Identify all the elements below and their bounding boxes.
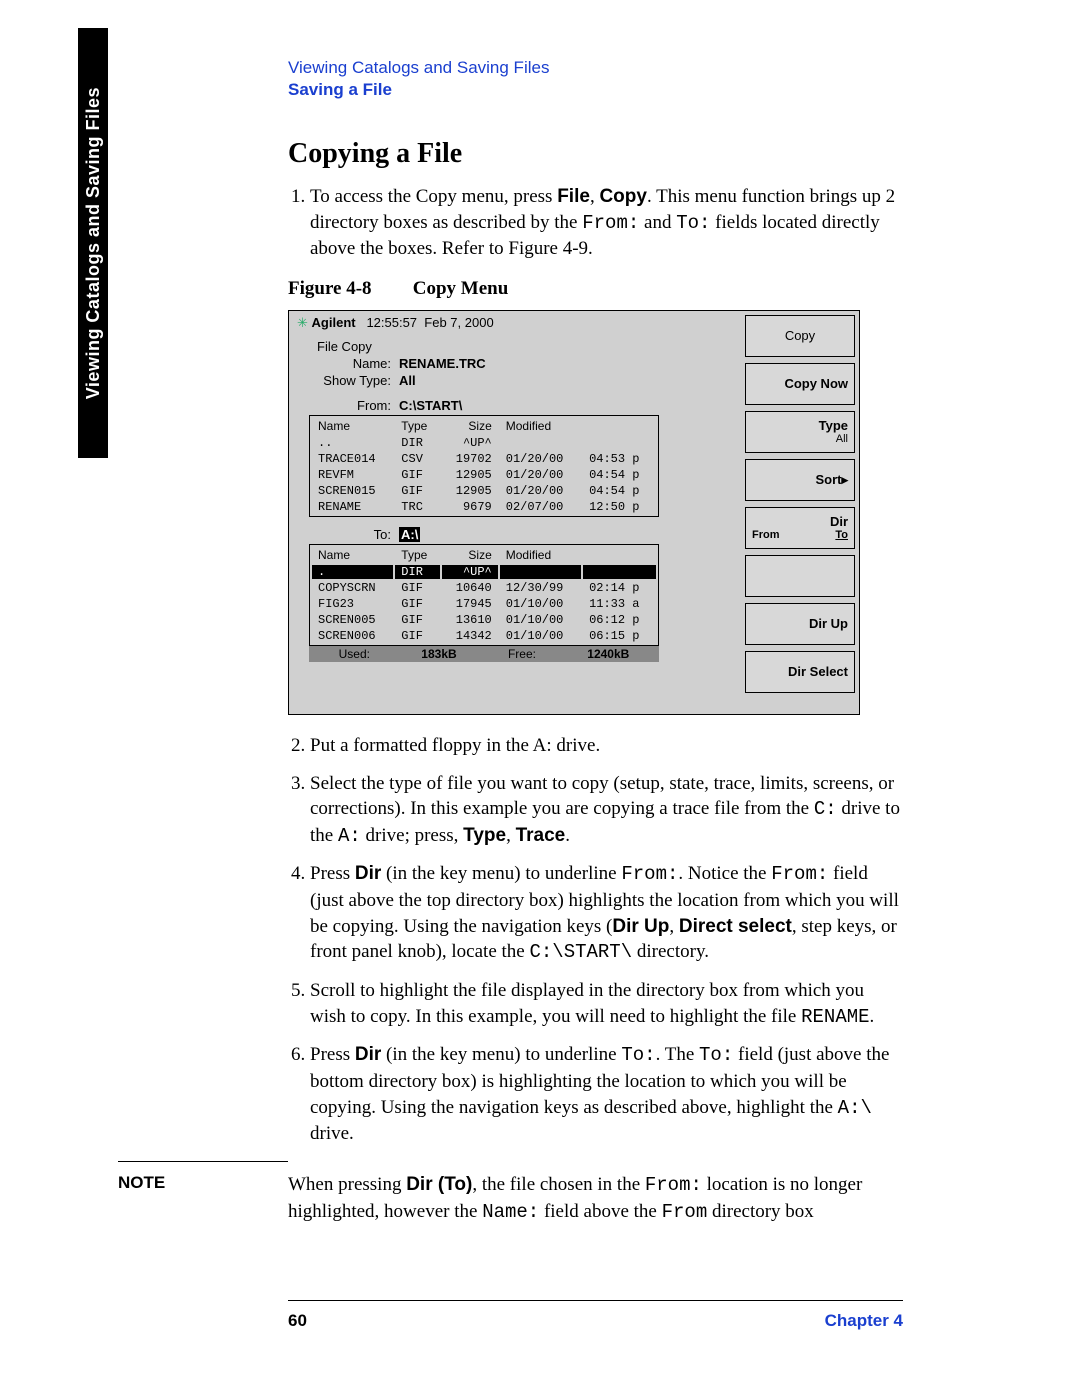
- note-rule: [118, 1161, 288, 1162]
- table-row[interactable]: COPYSCRNGIF1064012/30/9902:14 p: [312, 581, 656, 595]
- menu-title: Copy: [745, 315, 855, 357]
- dir-button[interactable]: DirFromTo: [745, 507, 855, 549]
- table-row[interactable]: ..DIR^UP^: [312, 436, 656, 450]
- table-row[interactable]: RENAMETRC967902/07/0012:50 p: [312, 500, 656, 514]
- note-label: NOTE: [118, 1172, 288, 1225]
- note-block: NOTE When pressing Dir (To), the file ch…: [118, 1172, 903, 1225]
- blank-button: [745, 555, 855, 597]
- table-row[interactable]: FIG23GIF1794501/10/0011:33 a: [312, 597, 656, 611]
- table-row[interactable]: SCREN006GIF1434201/10/0006:15 p: [312, 629, 656, 643]
- figure-number: Figure 4-8: [288, 278, 408, 300]
- dir-select-button[interactable]: Dir Select: [745, 651, 855, 693]
- figure-title: Copy Menu: [413, 278, 509, 299]
- step-3: Select the type of file you want to copy…: [310, 771, 903, 850]
- panel-title: File Copy: [317, 339, 709, 354]
- section-title: Copying a File: [288, 138, 903, 170]
- type-button[interactable]: TypeAll: [745, 411, 855, 453]
- to-dir-table: NameTypeSizeModified .DIR^UP^COPYSCRNGIF…: [309, 544, 659, 646]
- table-row[interactable]: REVFMGIF1290501/20/0004:54 p: [312, 468, 656, 482]
- sort-button[interactable]: Sort▸: [745, 459, 855, 501]
- page-number: 60: [288, 1311, 307, 1331]
- dir-up-button[interactable]: Dir Up: [745, 603, 855, 645]
- page-footer: 60 Chapter 4: [288, 1300, 903, 1331]
- table-row[interactable]: .DIR^UP^: [312, 565, 656, 579]
- breadcrumb-l2: Saving a File: [288, 80, 903, 100]
- step-list-1: To access the Copy menu, press File, Cop…: [288, 184, 903, 262]
- side-tab-text: Viewing Catalogs and Saving Files: [83, 87, 104, 399]
- breadcrumb-l1: Viewing Catalogs and Saving Files: [288, 58, 549, 77]
- page-content: Viewing Catalogs and Saving Files Saving…: [288, 58, 903, 1225]
- figure-caption: Figure 4-8 Copy Menu: [288, 278, 903, 300]
- table-row[interactable]: SCREN005GIF1361001/10/0006:12 p: [312, 613, 656, 627]
- table-row[interactable]: TRACE014CSV1970201/20/0004:53 p: [312, 452, 656, 466]
- step-1: To access the Copy menu, press File, Cop…: [310, 184, 903, 262]
- table-row[interactable]: SCREN015GIF1290501/20/0004:54 p: [312, 484, 656, 498]
- step-2: Put a formatted floppy in the A: drive.: [310, 733, 903, 759]
- note-text: When pressing Dir (To), the file chosen …: [288, 1172, 903, 1225]
- status-bar: Used:183kB Free:1240kB: [309, 646, 659, 662]
- step-4: Press Dir (in the key menu) to underline…: [310, 861, 903, 966]
- step-5: Scroll to highlight the file displayed i…: [310, 978, 903, 1030]
- side-tab: Viewing Catalogs and Saving Files: [78, 28, 108, 458]
- step-6: Press Dir (in the key menu) to underline…: [310, 1042, 903, 1147]
- from-dir-table: NameTypeSizeModified ..DIR^UP^TRACE014CS…: [309, 415, 659, 517]
- copy-now-button[interactable]: Copy Now: [745, 363, 855, 405]
- breadcrumb: Viewing Catalogs and Saving Files Saving…: [288, 58, 903, 100]
- fig-body: File Copy Name:RENAME.TRC Show Type:All …: [309, 339, 709, 662]
- copy-menu-screenshot: ✳ Agilent 12:55:57 Feb 7, 2000 R L File …: [288, 310, 860, 715]
- step-list-2: Put a formatted floppy in the A: drive. …: [288, 733, 903, 1147]
- chapter-link[interactable]: Chapter 4: [825, 1311, 903, 1331]
- softkey-menu: Copy Copy Now TypeAll Sort▸ DirFromTo Di…: [745, 315, 855, 699]
